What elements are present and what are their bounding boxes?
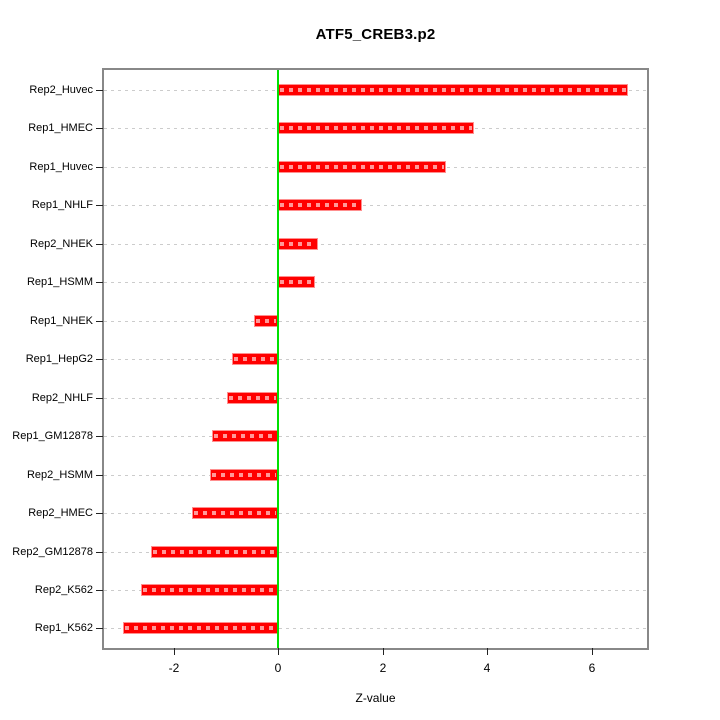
x-axis-tick — [278, 648, 279, 655]
y-axis-tick — [96, 552, 103, 553]
y-axis-label: Rep1_GM12878 — [12, 430, 93, 442]
y-axis-tick — [96, 628, 103, 629]
leader-line — [104, 552, 647, 553]
x-axis-tick — [487, 648, 488, 655]
bar-dash-texture — [256, 319, 276, 323]
bar-Rep2_K562 — [141, 584, 278, 596]
y-axis-tick — [96, 128, 103, 129]
y-axis-tick — [96, 359, 103, 360]
leader-line — [104, 628, 647, 629]
x-axis-tick — [592, 648, 593, 655]
x-axis-tick-label: -2 — [168, 661, 180, 675]
leader-line — [104, 398, 647, 399]
leader-line — [104, 282, 647, 283]
leader-line — [104, 244, 647, 245]
y-axis-tick — [96, 321, 103, 322]
y-axis-label: Rep2_NHLF — [31, 392, 93, 404]
y-axis-label: Rep1_NHLF — [31, 199, 93, 211]
bar-Rep1_HepG2 — [232, 353, 278, 365]
x-axis-tick-label: 2 — [379, 661, 387, 675]
y-axis-tick — [96, 475, 103, 476]
y-axis-tick — [96, 398, 103, 399]
bar-dash-texture — [212, 473, 276, 477]
x-axis-tick-label: 0 — [274, 661, 282, 675]
y-axis-tick — [96, 205, 103, 206]
bar-Rep2_HMEC — [192, 507, 278, 519]
zero-reference-line — [277, 70, 279, 648]
leader-line — [104, 513, 647, 514]
y-axis-label: Rep2_Huvec — [29, 84, 93, 96]
leader-line — [104, 436, 647, 437]
bar-dash-texture — [194, 511, 276, 515]
y-axis-label: Rep2_HMEC — [28, 507, 93, 519]
bar-dash-texture — [280, 242, 316, 246]
bar-dash-texture — [125, 626, 276, 630]
bar-Rep2_Huvec — [278, 84, 628, 96]
chart-title: ATF5_CREB3.p2 — [315, 26, 436, 43]
bar-dash-texture — [153, 550, 276, 554]
y-axis-label: Rep1_K562 — [34, 622, 93, 634]
plot-frame — [102, 68, 649, 650]
y-axis-label: Rep1_Huvec — [29, 161, 93, 173]
bar-dash-texture — [280, 126, 472, 130]
y-axis-label: Rep1_HMEC — [28, 122, 93, 134]
bar-Rep1_K562 — [123, 622, 278, 634]
y-axis-label: Rep2_K562 — [34, 584, 93, 596]
y-axis-tick — [96, 590, 103, 591]
bar-dash-texture — [229, 396, 276, 400]
bar-dash-texture — [143, 588, 276, 592]
leader-line — [104, 205, 647, 206]
y-axis-label: Rep2_HSMM — [26, 469, 93, 481]
y-axis-tick — [96, 90, 103, 91]
bar-Rep2_NHEK — [278, 238, 318, 250]
bar-dash-texture — [280, 203, 360, 207]
bar-dash-texture — [234, 357, 276, 361]
y-axis-label: Rep1_HepG2 — [25, 353, 93, 365]
y-axis-label: Rep2_GM12878 — [12, 546, 93, 558]
bar-Rep1_NHEK — [254, 315, 278, 327]
bar-dash-texture — [280, 88, 626, 92]
x-axis-tick — [174, 648, 175, 655]
bar-Rep1_HSMM — [278, 276, 315, 288]
leader-line — [104, 590, 647, 591]
x-axis-tick-label: 4 — [483, 661, 491, 675]
x-axis-title: Z-value — [355, 691, 396, 705]
y-axis-label: Rep1_HSMM — [26, 276, 93, 288]
x-axis-tick — [383, 648, 384, 655]
bar-Rep1_GM12878 — [212, 430, 278, 442]
bar-Rep1_NHLF — [278, 199, 362, 211]
y-axis-tick — [96, 436, 103, 437]
bar-Rep1_HMEC — [278, 122, 474, 134]
bar-Rep2_GM12878 — [151, 546, 278, 558]
leader-line — [104, 475, 647, 476]
y-axis-tick — [96, 167, 103, 168]
y-axis-tick — [96, 513, 103, 514]
y-axis-label: Rep1_NHEK — [30, 315, 93, 327]
bar-Rep2_NHLF — [227, 392, 278, 404]
leader-line — [104, 321, 647, 322]
bar-Rep1_Huvec — [278, 161, 446, 173]
y-axis-tick — [96, 282, 103, 283]
bar-Rep2_HSMM — [210, 469, 278, 481]
bar-dash-texture — [214, 434, 276, 438]
y-axis-label: Rep2_NHEK — [30, 238, 93, 250]
bar-dash-texture — [280, 165, 444, 169]
bar-dash-texture — [280, 280, 313, 284]
x-axis-tick-label: 6 — [588, 661, 596, 675]
leader-line — [104, 359, 647, 360]
y-axis-tick — [96, 244, 103, 245]
